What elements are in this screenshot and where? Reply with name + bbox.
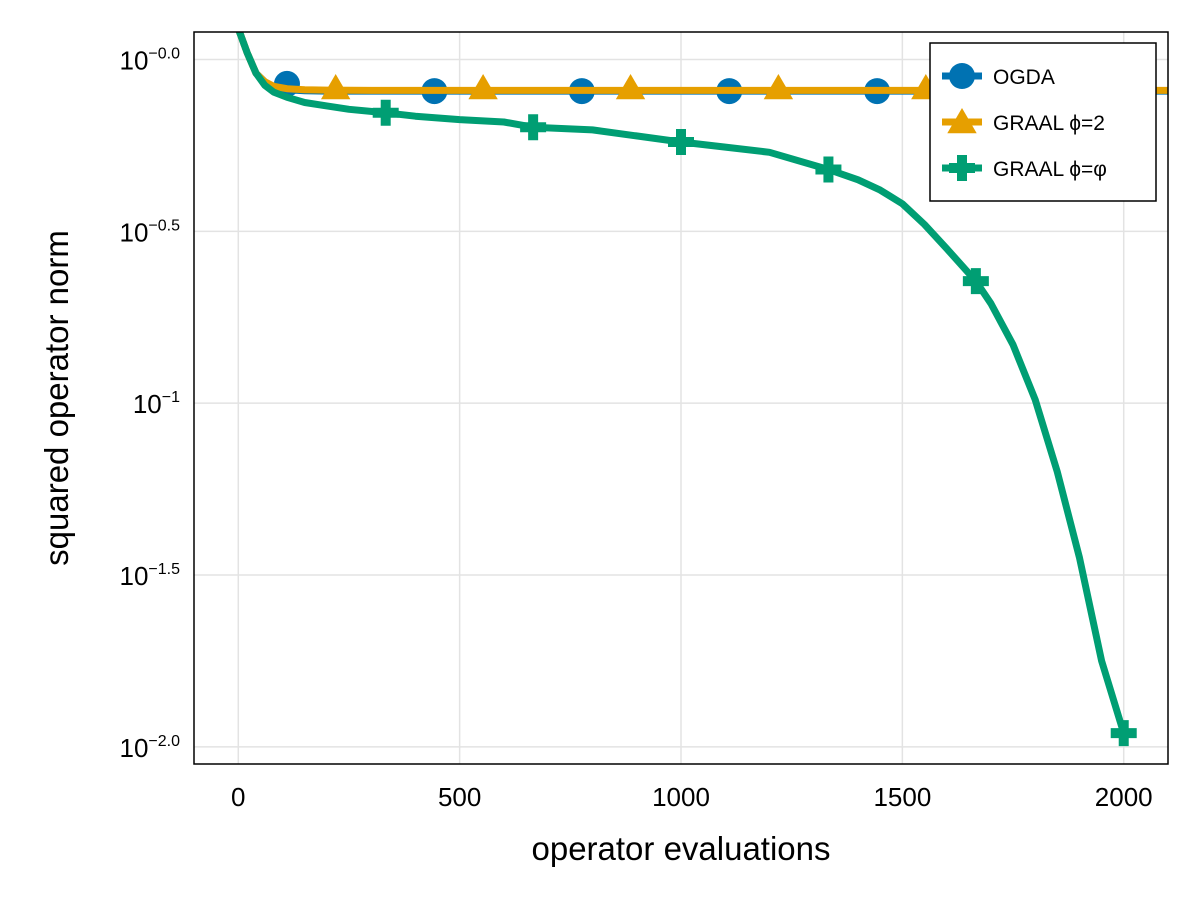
- legend: OGDA GRAAL ϕ=2 GRAAL ϕ=φ: [929, 42, 1157, 202]
- data-point: [962, 268, 989, 295]
- data-point: [763, 74, 794, 100]
- data-point: [668, 128, 694, 155]
- x-ticks: 0 500 1000 1500 2000: [231, 782, 1153, 812]
- y-tick-label: 10−0.5: [119, 217, 180, 247]
- legend-swatch-marker: [949, 155, 975, 181]
- series-3: [235, 32, 1137, 747]
- data-point: [615, 74, 646, 100]
- data-point: [1110, 720, 1137, 747]
- legend-swatch-marker: [947, 108, 977, 134]
- y-tick-label: 10−0.0: [119, 45, 180, 75]
- legend-label: GRAAL ϕ=2: [993, 112, 1105, 135]
- x-tick-label: 2000: [1095, 782, 1153, 812]
- data-point: [320, 74, 351, 100]
- x-tick-label: 500: [438, 782, 481, 812]
- y-axis-title: squared operator norm: [38, 230, 75, 566]
- series-line: [235, 32, 1128, 737]
- data-point: [815, 156, 842, 183]
- legend-swatch-marker: [949, 63, 975, 89]
- x-tick-label: 0: [231, 782, 245, 812]
- x-axis-title: operator evaluations: [531, 830, 830, 867]
- x-tick-label: 1000: [652, 782, 710, 812]
- data-point: [372, 99, 399, 126]
- legend-label: OGDA: [993, 66, 1055, 89]
- plot-frame: [193, 31, 1169, 765]
- data-point: [520, 114, 547, 141]
- y-tick-label: 10−1.5: [119, 561, 180, 591]
- x-tick-label: 1500: [873, 782, 931, 812]
- legend-label: GRAAL ϕ=φ: [993, 158, 1107, 181]
- y-ticks: 10−0.0 10−0.5 10−1 10−1.5 10−2.0: [119, 45, 180, 762]
- data-point: [468, 74, 498, 100]
- y-tick-label: 10−1: [133, 389, 180, 419]
- y-tick-label: 10−2.0: [119, 733, 180, 763]
- series-layer: [235, 32, 1168, 747]
